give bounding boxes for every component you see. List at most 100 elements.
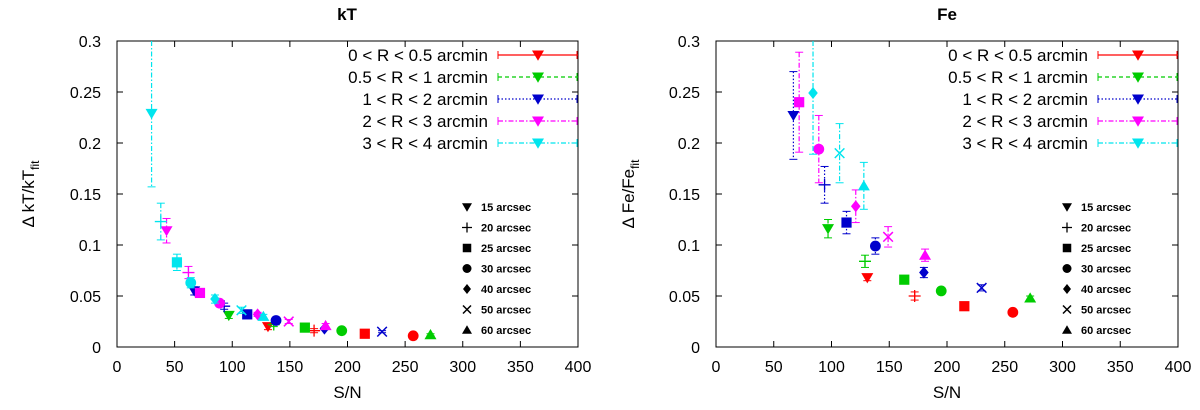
series-2	[188, 286, 388, 338]
marker-key-label: 50 arcsec	[1081, 305, 1131, 317]
y-axis-label-main: Δ kT/kT	[19, 170, 38, 228]
x-tick-label: 50	[166, 359, 184, 376]
y-tick-label: 0	[92, 340, 101, 357]
data-point	[319, 319, 332, 331]
marker-key-label: 20 arcsec	[481, 223, 531, 235]
legend-label: 2 < R < 3 arcmin	[362, 112, 488, 131]
x-tick-label: 300	[1049, 359, 1076, 376]
legend-marker	[532, 138, 544, 149]
data-point	[145, 108, 158, 120]
marker-key-label: 25 arcsec	[481, 243, 531, 255]
data-point	[299, 322, 310, 333]
data-point	[857, 180, 870, 191]
series-3	[794, 51, 932, 262]
x-tick-label: 150	[876, 359, 903, 376]
marker-key-label: 50 arcsec	[481, 305, 531, 317]
marker-key-symbol	[1062, 222, 1072, 233]
marker-key-symbol	[1062, 264, 1072, 273]
plot-frame	[715, 40, 1179, 348]
chart-title: kT	[337, 5, 357, 24]
data-point	[858, 255, 871, 268]
data-point	[919, 249, 932, 260]
marker-key-label: 15 arcsec	[481, 202, 531, 214]
data-point	[822, 224, 835, 235]
x-tick-label: 250	[392, 359, 419, 376]
y-axis-label-subscript: fit	[628, 159, 642, 169]
marker-key-symbol	[462, 264, 472, 273]
legend-label: 0.5 < R < 1 arcmin	[948, 68, 1088, 87]
data-point	[160, 226, 173, 237]
data-point	[182, 266, 195, 279]
data-point	[1007, 306, 1019, 318]
legend: 0 < R < 0.5 arcmin 0.5 < R < 1 arcmin 1 < …	[348, 46, 578, 153]
data-point	[376, 326, 388, 338]
legend-marker	[1132, 50, 1144, 61]
data-point	[935, 285, 947, 297]
legend-label: 1 < R < 2 arcmin	[362, 90, 488, 109]
marker-key: 15 arcsec 20 arcsec 25 arcsec 30 arcsec 40 a…	[1062, 202, 1131, 337]
marker-key-label: 15 arcsec	[1081, 202, 1131, 214]
data-point	[270, 315, 282, 326]
data-point	[787, 110, 800, 122]
data-point	[959, 301, 970, 312]
x-tick-label: 250	[991, 359, 1018, 376]
y-tick-label: 0	[691, 340, 700, 357]
data-point	[154, 215, 167, 228]
y-tick-label: 0.1	[79, 238, 101, 255]
legend-marker	[532, 50, 544, 61]
data-point	[818, 178, 831, 191]
y-tick-label: 0.25	[70, 85, 101, 102]
marker-key-symbol	[462, 325, 472, 334]
data-point	[1024, 292, 1037, 303]
marker-key-label: 25 arcsec	[1081, 243, 1131, 255]
legend-label: 1 < R < 2 arcmin	[962, 90, 1088, 109]
data-point	[908, 290, 921, 302]
data-point	[869, 240, 881, 252]
marker-key-symbol	[463, 284, 471, 294]
series-0	[861, 273, 1019, 318]
marker-key-label: 40 arcsec	[481, 284, 531, 296]
x-tick-label: 150	[277, 359, 304, 376]
x-axis-label: S/N	[333, 383, 361, 402]
marker-key-label: 20 arcsec	[1081, 223, 1131, 235]
data-point	[185, 277, 197, 289]
legend-marker	[1132, 116, 1144, 127]
data-point	[242, 309, 253, 320]
legend: 0 < R < 0.5 arcmin 0.5 < R < 1 arcmin 1 < …	[948, 46, 1178, 153]
x-tick-label: 0	[113, 359, 122, 376]
marker-key-symbol	[462, 243, 472, 253]
x-tick-label: 0	[712, 359, 721, 376]
legend-marker	[1132, 94, 1144, 105]
legend-label: 3 < R < 4 arcmin	[362, 134, 488, 153]
marker-key-symbol	[462, 203, 472, 212]
data-point	[210, 293, 220, 306]
x-tick-label: 200	[934, 359, 961, 376]
data-point	[236, 304, 247, 316]
data-point	[336, 325, 348, 337]
x-tick-label: 300	[449, 359, 476, 376]
marker-key-label: 60 arcsec	[481, 325, 531, 337]
legend-marker	[1132, 138, 1144, 149]
x-tick-label: 100	[818, 359, 845, 376]
x-tick-label: 350	[507, 359, 534, 376]
legend-label: 0 < R < 0.5 arcmin	[348, 46, 488, 65]
panel-fe: Fe 0 50 100 150 200 250 300 350 400 0 0.05 0.1 0.15 0.…	[619, 5, 1191, 402]
x-tick-label: 400	[565, 359, 592, 376]
y-axis-label-main: Δ Fe/Fe	[619, 169, 638, 229]
y-axis-label: Δ kT/kTfit	[19, 160, 42, 228]
marker-key-label: 30 arcsec	[481, 264, 531, 276]
data-point	[222, 310, 235, 322]
marker-key-symbol	[1063, 284, 1071, 294]
data-point	[359, 328, 370, 339]
x-tick-label: 200	[334, 359, 361, 376]
y-tick-label: 0.1	[678, 238, 700, 255]
legend-label: 0 < R < 0.5 arcmin	[948, 46, 1088, 65]
legend-label: 3 < R < 4 arcmin	[962, 134, 1088, 153]
data-point	[194, 287, 206, 299]
marker-key: 15 arcsec 20 arcsec 25 arcsec 30 arcsec 40 a…	[462, 202, 531, 337]
x-tick-label: 400	[1165, 359, 1192, 376]
y-tick-label: 0.15	[669, 187, 700, 204]
data-point	[919, 266, 929, 279]
y-tick-label: 0.05	[70, 289, 101, 306]
